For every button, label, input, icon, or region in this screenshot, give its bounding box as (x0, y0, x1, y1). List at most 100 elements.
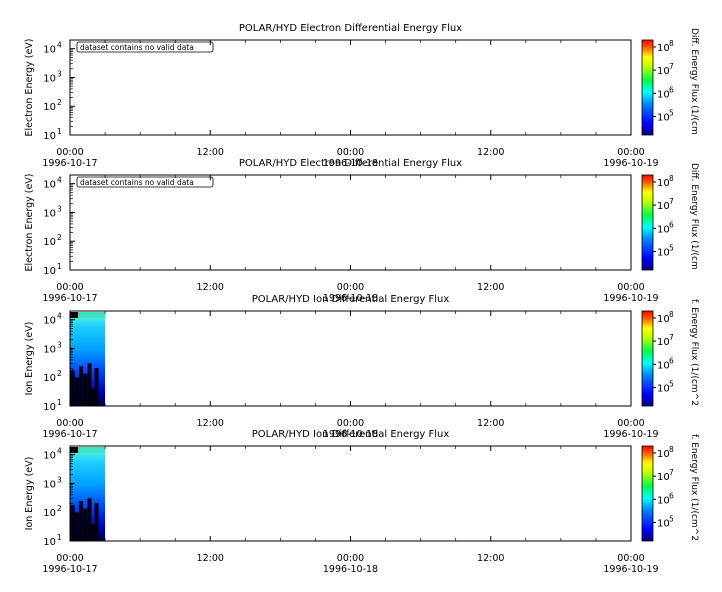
x-tick-label: 00:00 (56, 418, 83, 429)
spectrogram-data (70, 447, 106, 541)
y-tick-exponent: 4 (57, 447, 62, 456)
x-tick-date: 1996-10-17 (42, 158, 97, 169)
x-tick-label: 12:00 (477, 418, 504, 429)
x-tick-label: 12:00 (197, 282, 224, 293)
panel-title: POLAR/HYD Ion Differential Energy Flux (252, 294, 450, 305)
colorbar-gradient (641, 174, 654, 271)
colorbar-gradient (641, 445, 654, 542)
y-tick-exponent: 4 (57, 41, 62, 50)
y-tick-label: 10 (43, 73, 56, 84)
spectrogram-band (76, 312, 106, 318)
colorbar-tick-exponent: 6 (669, 356, 674, 365)
x-tick-label: 00:00 (56, 553, 83, 564)
x-tick-label: 00:00 (617, 147, 644, 158)
y-tick-label: 10 (43, 508, 56, 519)
y-tick-exponent: 1 (57, 127, 62, 136)
x-tick-label: 12:00 (197, 553, 224, 564)
colorbar-tick-exponent: 8 (669, 39, 674, 48)
y-tick-label: 10 (43, 344, 56, 355)
colorbar-tick-exponent: 5 (669, 379, 674, 388)
x-tick-date: 1996-10-18 (323, 429, 378, 440)
y-tick-label: 10 (43, 373, 56, 384)
y-tick-label: 10 (43, 237, 56, 248)
y-tick-exponent: 4 (57, 312, 62, 321)
spectrogram-gap (70, 312, 78, 318)
y-tick-exponent: 1 (57, 262, 62, 271)
x-tick-date: 1996-10-18 (323, 158, 378, 169)
x-tick-label: 00:00 (56, 147, 83, 158)
y-tick-label: 10 (43, 402, 56, 413)
colorbar-tick-label: 10 (657, 178, 670, 189)
x-tick-label: 12:00 (477, 282, 504, 293)
x-tick-label: 12:00 (197, 418, 224, 429)
x-tick-date: 1996-10-17 (42, 429, 97, 440)
spectrogram-streak (87, 498, 92, 541)
panel-1: POLAR/HYD Electron Differential Energy F… (24, 23, 699, 169)
spectrogram-streak (70, 504, 75, 541)
y-tick-exponent: 2 (57, 504, 62, 513)
y-axis-label: Ion Energy (eV) (24, 322, 35, 396)
colorbar-tick-exponent: 7 (669, 333, 674, 342)
x-tick-date: 1996-10-19 (603, 429, 658, 440)
colorbar-tick-exponent: 6 (669, 491, 674, 500)
panel-title: POLAR/HYD Electron Differential Energy F… (239, 158, 462, 169)
spectrogram-data (70, 312, 106, 406)
spectrogram-band (76, 447, 106, 453)
colorbar-label: f. Energy Flux (1/(cm^2 (689, 299, 699, 406)
colorbar-tick-exponent: 8 (669, 445, 674, 454)
panel-2: POLAR/HYD Electron Differential Energy F… (24, 158, 699, 304)
x-tick-label: 00:00 (56, 282, 83, 293)
y-tick-label: 10 (43, 102, 56, 113)
colorbar-tick-exponent: 7 (669, 468, 674, 477)
colorbar-gradient (641, 310, 654, 407)
spectrogram-streak (94, 503, 99, 541)
plot-frame (69, 310, 632, 407)
spectrogram-streak (74, 377, 79, 406)
colorbar-tick-label: 10 (657, 66, 670, 77)
colorbar-tick-label: 10 (657, 314, 670, 325)
y-tick-exponent: 3 (57, 475, 62, 484)
notice-text: dataset contains no valid data (80, 43, 194, 52)
colorbar-tick-exponent: 6 (669, 220, 674, 229)
x-tick-date: 1996-10-19 (603, 564, 658, 575)
y-tick-exponent: 1 (57, 398, 62, 407)
y-axis-label: Electron Energy (eV) (24, 38, 35, 136)
y-tick-exponent: 2 (57, 369, 62, 378)
x-tick-label: 00:00 (617, 553, 644, 564)
colorbar-tick-label: 10 (657, 495, 670, 506)
notice-box (76, 176, 214, 188)
y-tick-label: 10 (43, 45, 56, 56)
x-tick-label: 12:00 (477, 553, 504, 564)
spectrogram-streak (83, 373, 88, 406)
colorbar-tick-label: 10 (657, 201, 670, 212)
colorbar-tick-exponent: 5 (669, 243, 674, 252)
panel-4: POLAR/HYD Ion Differential Energy Flux10… (24, 429, 699, 575)
x-tick-label: 00:00 (617, 282, 644, 293)
spectrogram-streak (94, 368, 99, 406)
x-tick-date: 1996-10-17 (42, 293, 97, 304)
y-tick-label: 10 (43, 537, 56, 548)
y-tick-exponent: 4 (57, 176, 62, 185)
y-axis-label: Electron Energy (eV) (24, 173, 35, 271)
y-tick-exponent: 2 (57, 233, 62, 242)
colorbar-tick-exponent: 8 (669, 174, 674, 183)
y-tick-label: 10 (43, 451, 56, 462)
x-tick-date: 1996-10-17 (42, 564, 97, 575)
colorbar-label: Diff. Energy Flux (1/(cm (689, 163, 699, 270)
spectrogram-streak (91, 388, 96, 406)
colorbar-tick-label: 10 (657, 383, 670, 394)
y-tick-label: 10 (43, 180, 56, 191)
colorbar-tick-label: 10 (657, 112, 670, 123)
spectrogram-streak (79, 366, 84, 406)
colorbar-tick-label: 10 (657, 518, 670, 529)
y-tick-label: 10 (43, 131, 56, 142)
y-tick-exponent: 3 (57, 204, 62, 213)
y-tick-exponent: 1 (57, 533, 62, 542)
plot-frame (69, 174, 632, 271)
colorbar-label: f. Energy Flux (1/(cm^2 (689, 434, 699, 541)
colorbar-tick-label: 10 (657, 247, 670, 258)
